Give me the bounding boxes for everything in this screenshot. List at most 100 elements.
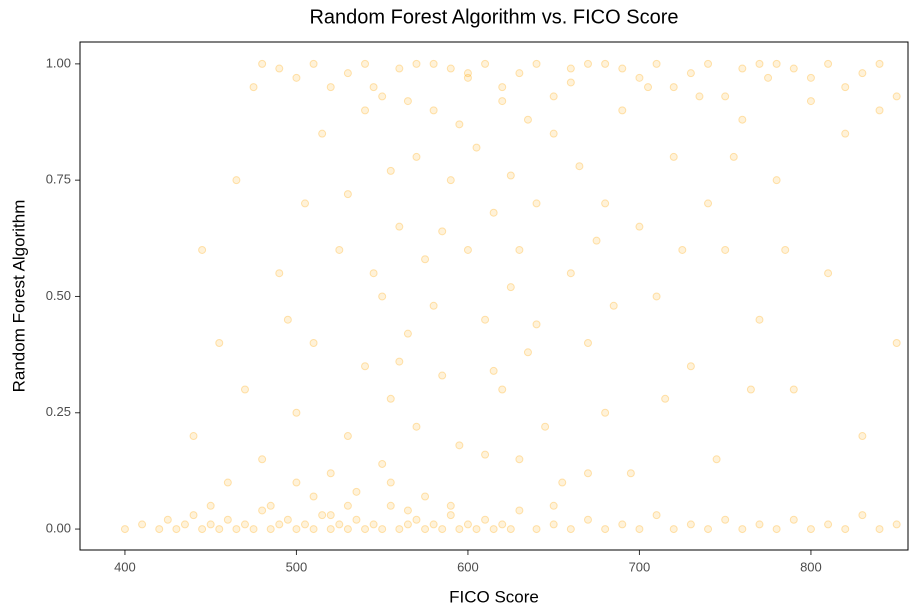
point [772,176,781,185]
point [515,245,524,254]
point [669,525,678,534]
point [806,525,815,534]
point [764,73,773,82]
point [301,199,310,208]
point [618,520,627,529]
point [746,385,755,394]
point [506,525,515,534]
point [429,520,438,529]
point [566,269,575,278]
point [232,176,241,185]
point [481,315,490,324]
point [223,478,232,487]
point [824,269,833,278]
point [343,501,352,510]
point [738,115,747,124]
point [858,432,867,441]
point [189,432,198,441]
point [635,73,644,82]
point [438,371,447,380]
point [892,338,901,347]
point [498,385,507,394]
point [446,511,455,520]
point [549,501,558,510]
point [498,97,507,106]
point [626,469,635,478]
point [892,92,901,101]
point [343,69,352,78]
point [721,515,730,524]
point [378,525,387,534]
point [455,525,464,534]
point [892,520,901,529]
point [875,106,884,115]
point [755,520,764,529]
point [369,83,378,92]
point [335,245,344,254]
point [249,525,258,534]
point [463,520,472,529]
point [395,357,404,366]
point [240,520,249,529]
point [438,525,447,534]
point [198,525,207,534]
point [361,59,370,68]
point [455,120,464,129]
point [395,64,404,73]
point [412,152,421,161]
point [206,501,215,510]
point [429,59,438,68]
point [403,520,412,529]
point [198,245,207,254]
point [240,385,249,394]
point [523,348,532,357]
point [781,245,790,254]
point [704,199,713,208]
point [318,129,327,138]
point [678,245,687,254]
point [369,269,378,278]
point [275,64,284,73]
point [532,525,541,534]
point [635,525,644,534]
point [318,511,327,520]
point [824,59,833,68]
point [652,511,661,520]
point [438,227,447,236]
point [695,92,704,101]
point [721,92,730,101]
x-tick-label: 600 [457,559,479,574]
point [652,59,661,68]
y-tick-label: 0.50 [46,288,71,303]
point [515,506,524,515]
point [583,338,592,347]
y-tick-label: 0.75 [46,172,71,187]
point [575,162,584,171]
y-axis-title: Random Forest Algorithm [9,200,28,393]
point [395,222,404,231]
point [738,525,747,534]
point [489,525,498,534]
point [180,520,189,529]
point [789,515,798,524]
point [858,69,867,78]
point [421,255,430,264]
point [421,525,430,534]
y-tick-label: 0.25 [46,404,71,419]
point [583,515,592,524]
point [601,408,610,417]
point [386,501,395,510]
point [292,73,301,82]
point [498,83,507,92]
point [789,64,798,73]
point [412,422,421,431]
point [343,190,352,199]
point [378,459,387,468]
point [875,59,884,68]
point [120,525,129,534]
point [686,362,695,371]
point [463,245,472,254]
point [378,292,387,301]
point [463,73,472,82]
point [841,83,850,92]
